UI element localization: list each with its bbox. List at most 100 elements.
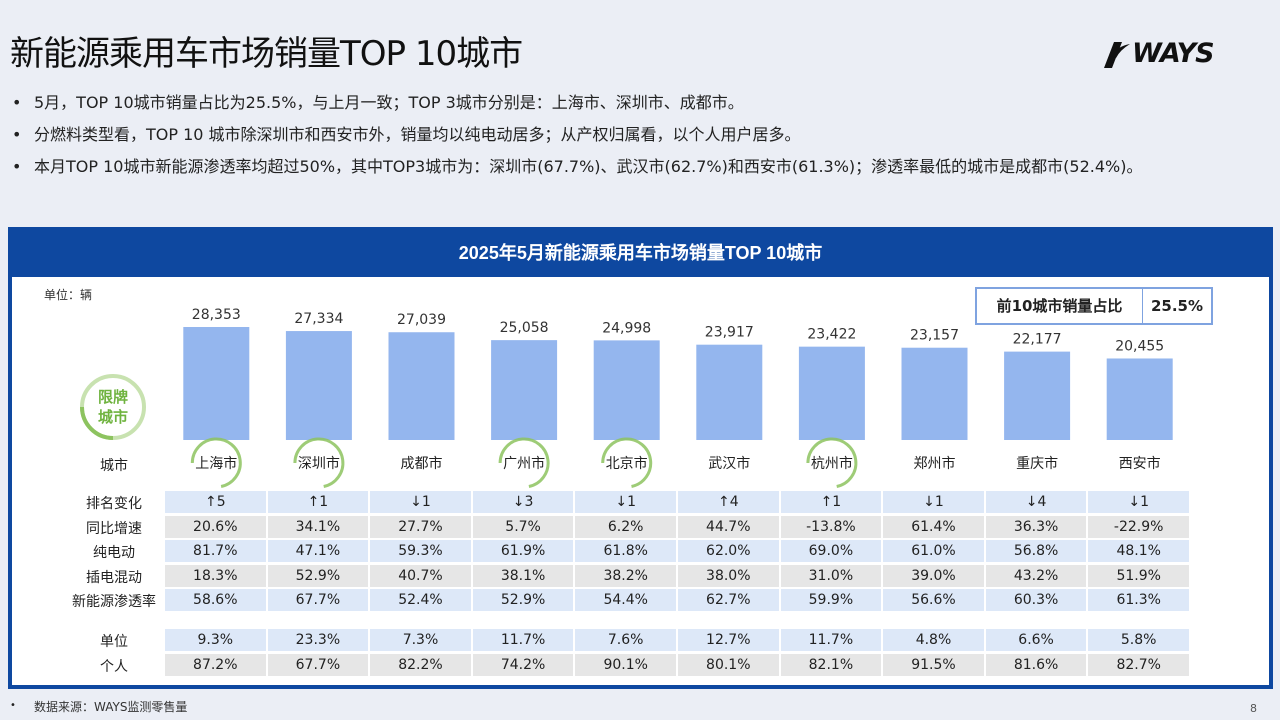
table-cell: 7.6% [575,629,676,651]
restricted-city-badge-icon [80,374,146,440]
share-label: 前10城市销量占比 [977,289,1143,323]
table-cell: 6.6% [985,629,1087,651]
table-cell: -22.9% [1088,515,1189,538]
table-cell: 81.6% [985,653,1087,676]
unit-label: 单位：辆 [44,288,93,302]
city-label: 北京市 [605,456,648,472]
table-cell: ↓1 [370,491,471,513]
table-cell: 38.2% [575,564,676,587]
table-cell: 61.8% [575,540,676,563]
table-cell: 11.7% [780,629,882,651]
table-cell: 40.7% [370,564,471,587]
table-cell: 59.3% [370,540,471,563]
table-cell: 87.2% [165,653,266,676]
page-number: 8 [1250,702,1257,715]
table-cell: 18.3% [165,564,266,587]
table-cell: 6.2% [575,515,676,538]
panel-body [12,277,1269,685]
table-row-label: 同比增速 [86,520,142,537]
table-cell: 5.8% [1088,629,1189,651]
table-row-label: 单位 [100,634,128,650]
table-cell: ↓1 [883,491,984,513]
table-cell: 43.2% [985,564,1087,587]
table-cell: 54.4% [575,589,676,612]
table-cell: 51.9% [1088,564,1189,587]
table-cell: 61.4% [883,515,984,538]
city-label: 深圳市 [297,456,340,472]
table-cell: 67.7% [267,589,369,612]
table-cell: 5.7% [472,515,574,538]
table-cell: 60.3% [985,589,1087,612]
table-cell: ↑4 [678,491,779,513]
table-cell: 27.7% [370,515,471,538]
city-label: 杭州市 [810,456,853,472]
table-cell: 62.7% [678,589,779,612]
table-row-label: 个人 [100,658,128,675]
table-row-label: 插电混动 [86,569,142,586]
table-cell: 56.6% [883,589,984,612]
table-cell: 47.1% [267,540,369,563]
table-cell: 91.5% [883,653,984,676]
table-cell: 12.7% [678,629,779,651]
table-cell: 7.3% [370,629,471,651]
bullet-item: 本月TOP 10城市新能源渗透率均超过50%，其中TOP3城市为：深圳市(67.… [10,156,1240,177]
share-box: 前10城市销量占比 25.5% [975,287,1213,325]
data-source: 数据来源：WAYS监测零售量 [34,700,188,714]
summary-bullets: 5月，TOP 10城市销量占比为25.5%，与上月一致；TOP 3城市分别是：上… [10,92,1240,188]
table-cell: 39.0% [883,564,984,587]
panel-title: 2025年5月新能源乘用车市场销量TOP 10城市 [458,243,823,263]
table-cell: 82.2% [370,653,471,676]
table-cell: 23.3% [267,629,369,651]
table-cell: 31.0% [780,564,882,587]
table-cell: ↓1 [1088,491,1189,513]
table-cell: 80.1% [678,653,779,676]
table-cell: 59.9% [780,589,882,612]
city-label: 武汉市 [708,456,751,472]
table-cell: -13.8% [780,515,882,538]
logo-text: WAYS [1132,38,1215,69]
table-cell: 81.7% [165,540,266,563]
table-cell: ↓4 [985,491,1087,513]
table-cell: 52.9% [267,564,369,587]
table-cell: 38.0% [678,564,779,587]
city-label: 郑州市 [913,456,956,472]
table-cell: 52.4% [370,589,471,612]
table-cell: 58.6% [165,589,266,612]
city-label: 成都市 [400,456,443,472]
table-cell: 48.1% [1088,540,1189,563]
table-cell: 69.0% [780,540,882,563]
bullet-item: 分燃料类型看，TOP 10 城市除深圳市和西安市外，销量均以纯电动居多；从产权归… [10,124,1240,145]
table-cell: ↑1 [267,491,369,513]
city-label: 广州市 [503,456,546,472]
table-cell: ↓3 [472,491,574,513]
table-cell: 4.8% [883,629,984,651]
table-cell: 61.3% [1088,589,1189,612]
table-row-label: 新能源渗透率 [72,594,156,611]
table-row-label: 纯电动 [93,545,135,562]
city-label: 重庆市 [1016,456,1059,472]
page-title: 新能源乘用车市场销量TOP 10城市 [10,34,523,74]
table-cell: 90.1% [575,653,676,676]
table-cell: 20.6% [165,515,266,538]
table-cell: 61.9% [472,540,574,563]
bullet-item: 5月，TOP 10城市销量占比为25.5%，与上月一致；TOP 3城市分别是：上… [10,92,1240,113]
table-cell: 52.9% [472,589,574,612]
table-cell: ↑5 [165,491,266,513]
city-label: 西安市 [1118,456,1161,472]
table-cell: 9.3% [165,629,266,651]
table-cell: 74.2% [472,653,574,676]
table-cell: 36.3% [985,515,1087,538]
table-cell: 11.7% [472,629,574,651]
table-cell: 82.7% [1088,653,1189,676]
footer-bullet: • [10,700,16,711]
table-cell: 62.0% [678,540,779,563]
city-label: 上海市 [195,456,238,472]
ways-logo-icon [1104,42,1130,68]
table-cell: 44.7% [678,515,779,538]
city-row-label: 城市 [100,458,128,474]
table-row-label: 排名变化 [86,496,142,512]
table-cell: 34.1% [267,515,369,538]
table-cell: 38.1% [472,564,574,587]
restricted-city-label: 限牌城市 [97,388,128,426]
table-cell: 82.1% [780,653,882,676]
